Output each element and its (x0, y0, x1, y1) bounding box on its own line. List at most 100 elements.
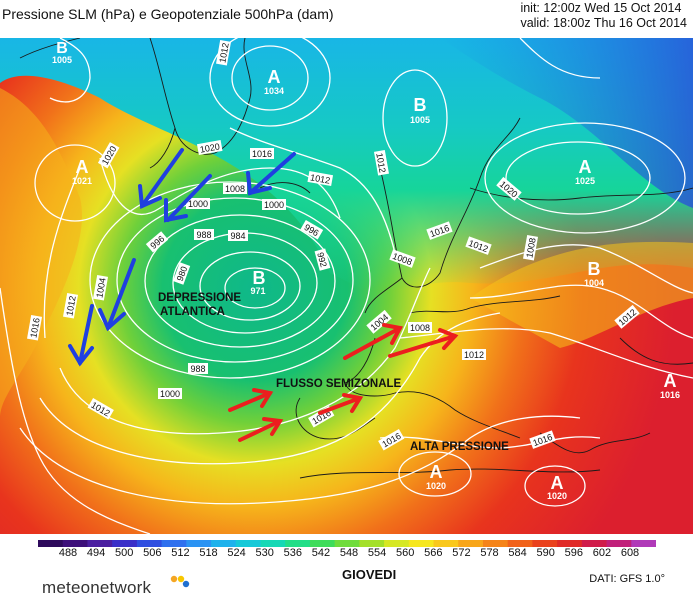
isobar-label: 1000 (160, 389, 180, 399)
center-value: 1016 (660, 390, 680, 400)
center-letter: A (76, 157, 89, 177)
geopotential-color-scale (38, 540, 656, 547)
color-scale-labels: 488 494 500 506 512 518 524 530 536 542 548 554 560 5… (38, 547, 656, 561)
flow-label: FLUSSO SEMIZONALE (276, 378, 402, 390)
high-pressure-label: ALTA PRESSIONE (410, 441, 509, 453)
color-scale-label: 500 (115, 547, 134, 559)
blue-arrow (138, 148, 184, 209)
color-scale-swatch (458, 540, 484, 547)
meteonetwork-logo: meteonetwork (42, 578, 152, 597)
color-scale-swatch (408, 540, 435, 547)
isobar-label: 1012 (217, 42, 230, 63)
color-scale-label: 524 (227, 547, 246, 559)
color-scale-swatch (161, 540, 187, 547)
isobar-label: 1004 (94, 277, 107, 298)
color-scale-label: 512 (171, 547, 190, 559)
isobar-label: 1016 (252, 149, 272, 159)
center-letter: A (430, 462, 443, 482)
isobar-label: 1000 (264, 200, 284, 210)
color-scale-label: 488 (58, 547, 78, 559)
data-source: DATI: GFS 1.0° (589, 573, 665, 585)
red-arrow (388, 328, 459, 358)
color-scale-label: 578 (480, 547, 499, 559)
header: Pressione SLM (hPa) e Geopotenziale 500h… (0, 0, 693, 38)
color-scale-swatch (38, 540, 64, 547)
center-letter: B (56, 40, 68, 57)
warm-flow-arrows (228, 323, 459, 442)
center-letter: B (414, 95, 427, 115)
center-letter: A (664, 371, 677, 391)
color-scale-swatch (532, 540, 558, 547)
isobar-label: 988 (190, 364, 205, 374)
color-scale-swatch (235, 540, 262, 547)
center-value: 1005 (410, 115, 430, 125)
isobar-label: 984 (230, 231, 245, 241)
center-value: 1020 (547, 491, 567, 501)
depression-label-line2: ATLANTICA (160, 306, 225, 318)
center-letter: A (551, 473, 564, 493)
center-value: 1020 (426, 481, 446, 491)
color-scale-swatch (606, 540, 632, 547)
color-scale-label: 608 (620, 547, 640, 559)
isobars (0, 38, 693, 534)
coastlines (19, 38, 693, 479)
cold-flow-arrows (68, 148, 296, 367)
color-scale-swatch (136, 540, 163, 547)
eastern-trough-field (440, 38, 693, 208)
color-scale-swatch (631, 540, 656, 547)
depression-label-line1: DEPRESSIONE (158, 292, 241, 304)
isobar-label: 1012 (309, 172, 330, 185)
isobar-label: 1008 (410, 323, 430, 333)
isobar-label: 1008 (225, 184, 245, 194)
northern-cold-field (0, 38, 693, 291)
color-scale-label: 548 (339, 547, 359, 559)
isobar-label: 1012 (464, 350, 484, 360)
color-scale-swatch (334, 540, 360, 547)
color-scale-label: 602 (592, 547, 612, 559)
map-annotations: DEPRESSIONE ATLANTICA FLUSSO SEMIZONALE … (158, 292, 509, 453)
western-ridge-field (0, 88, 82, 418)
color-scale-swatch (87, 540, 113, 547)
color-scale-swatch (384, 540, 410, 547)
color-scale-swatch (359, 540, 385, 547)
center-value: 1025 (575, 176, 595, 186)
color-scale-label: 506 (143, 547, 162, 559)
day-label: GIOVEDI (342, 567, 397, 582)
isobar-label: 1012 (374, 152, 387, 173)
color-scale-swatch (112, 540, 138, 547)
color-scale-swatch (507, 540, 533, 547)
valid-time: valid: 18:00z Thu 16 Oct 2014 (520, 16, 687, 30)
isobar-label: 1020 (199, 141, 220, 154)
blue-arrow (68, 304, 94, 367)
isobar-label: 992 (315, 251, 329, 268)
color-scale-swatch (211, 540, 237, 547)
center-value: 1034 (264, 86, 284, 96)
blue-arrow (98, 258, 136, 332)
chart-title: Pressione SLM (hPa) e Geopotenziale 500h… (2, 6, 334, 22)
red-arrow (318, 393, 364, 415)
red-arrow (343, 323, 404, 360)
color-scale-label: 518 (199, 547, 218, 559)
pressure-centers: B 1005 A 1034 B 1005 A 1025 A 1021 B 971… (52, 40, 680, 501)
isobar-label: 1008 (524, 237, 537, 258)
map-canvas: 1012 1020 1016 1012 1020 1008 1000 1000 … (0, 38, 693, 534)
center-value: 1005 (52, 55, 72, 65)
isobar-label: 988 (196, 230, 211, 240)
color-scale-label: 542 (311, 547, 331, 559)
blue-arrow (164, 174, 212, 223)
color-scale-swatch (309, 540, 336, 547)
isobar-label: 1000 (188, 199, 208, 209)
logo-dots-icon (170, 575, 190, 588)
color-scale-label: 572 (452, 547, 471, 559)
red-arrow (228, 388, 274, 412)
color-scale-swatch (482, 540, 509, 547)
eastern-ridge-field (470, 241, 693, 348)
color-scale-swatch (581, 540, 608, 547)
color-scale-label: 584 (508, 547, 527, 559)
color-scale-label: 554 (367, 547, 387, 559)
isobar-label: 1012 (64, 295, 77, 316)
color-scale-label: 536 (283, 547, 302, 559)
center-letter: A (268, 67, 281, 87)
center-value: 1021 (72, 176, 92, 186)
color-scale-label: 596 (564, 547, 583, 559)
